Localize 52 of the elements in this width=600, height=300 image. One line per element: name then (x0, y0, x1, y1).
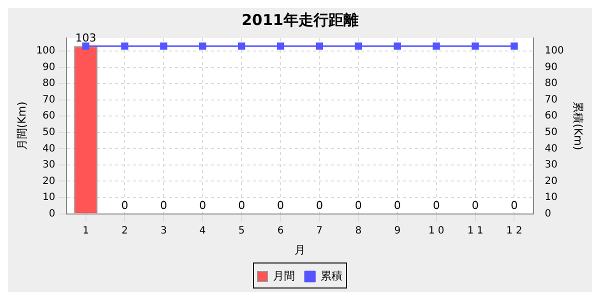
y-tick-label: 50 (42, 127, 56, 138)
y-tick-label: 70 (42, 94, 56, 106)
data-label: 103 (75, 32, 96, 44)
x-tick-label: 1 (82, 225, 89, 236)
y-tick-label: 40 (42, 143, 56, 154)
data-label: 0 (432, 199, 440, 212)
data-label: 0 (121, 199, 128, 212)
y2-tick-label: 30 (544, 160, 558, 171)
y2-tick-label: 50 (544, 127, 558, 138)
x-tick-label: 5 (238, 225, 245, 236)
x-tick-label: 7 (316, 225, 323, 236)
y2-tick-label: 100 (544, 46, 564, 57)
data-label: 0 (316, 199, 323, 212)
x-tick-label: 1 2 (506, 225, 522, 236)
y-axis-title: 月間(Km) (15, 102, 28, 150)
y-tick-label: 100 (36, 46, 56, 57)
data-label: 0 (160, 199, 168, 212)
data-label: 0 (277, 199, 284, 212)
x-tick-label: 8 (355, 225, 362, 236)
y2-tick-label: 60 (544, 110, 558, 122)
y-tick-label: 10 (42, 192, 56, 204)
data-label: 0 (394, 199, 401, 212)
y-tick-label: 80 (42, 78, 56, 90)
legend-label: 月間 (273, 269, 295, 282)
data-label: 0 (354, 199, 362, 212)
legend-label: 累積 (320, 269, 342, 282)
x-tick-label: 1 1 (467, 225, 484, 236)
y-tick-label: 0 (48, 208, 56, 220)
y2-tick-label: 0 (544, 208, 552, 220)
data-label: 0 (472, 199, 479, 212)
x-tick-label: 3 (160, 225, 167, 236)
y2-tick-label: 10 (544, 192, 558, 204)
y2-tick-label: 40 (544, 143, 558, 154)
x-tick-label: 1 0 (428, 225, 444, 236)
x-tick-label: 2 (122, 225, 128, 236)
y2-tick-label: 80 (544, 78, 558, 90)
data-label: 0 (510, 199, 518, 212)
y2-tick-label: 70 (544, 94, 558, 106)
x-tick-label: 6 (277, 225, 284, 236)
x-tick-label: 9 (394, 225, 401, 236)
y-tick-label: 60 (42, 110, 56, 122)
chart-title: 2011年走行距離 (242, 10, 358, 29)
y-tick-label: 90 (42, 62, 56, 73)
y2-tick-label: 20 (544, 176, 558, 187)
y-tick-label: 30 (42, 160, 56, 171)
x-tick-label: 4 (199, 225, 206, 236)
data-label: 0 (199, 199, 206, 212)
y2-tick-label: 90 (544, 62, 558, 73)
x-axis-title: 月 (294, 243, 306, 256)
y-tick-label: 20 (42, 176, 56, 187)
y2-axis-title: 累積(Km) (572, 102, 585, 150)
data-label: 0 (238, 199, 246, 212)
